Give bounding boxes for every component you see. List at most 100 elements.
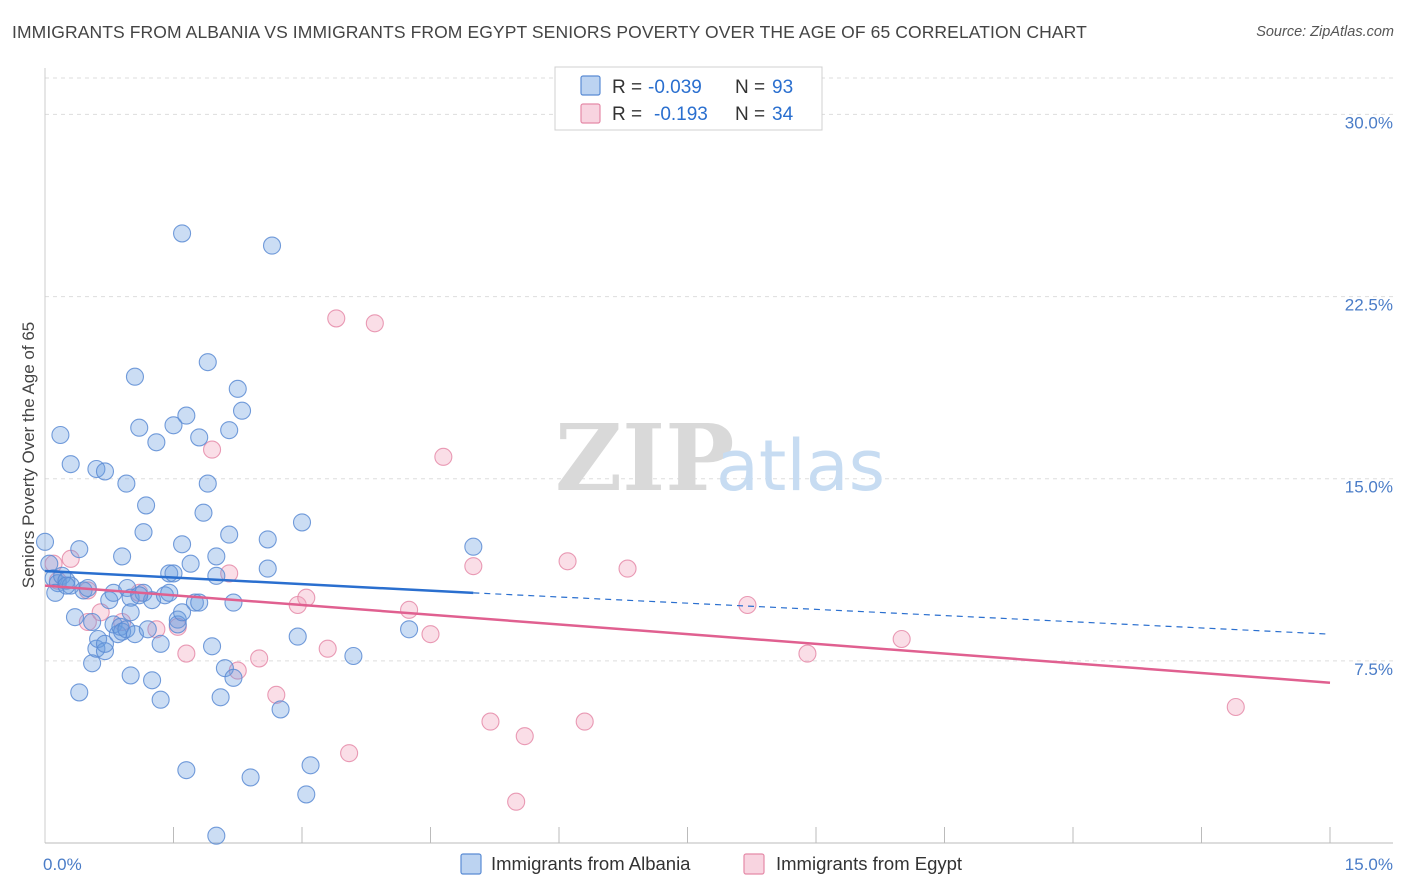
egypt-point-15 <box>267 685 286 704</box>
albania-point-20 <box>95 642 115 661</box>
albania-point-47 <box>151 634 170 653</box>
albania-point-34 <box>121 603 140 622</box>
albania-point-9 <box>61 455 80 474</box>
albania-point-78 <box>241 768 260 787</box>
albania-point-30 <box>117 620 136 639</box>
albania-point-25 <box>104 583 123 602</box>
egypt-point-18 <box>318 639 337 658</box>
series-legend-swatch-albania <box>460 853 482 875</box>
axes <box>44 68 1393 844</box>
egypt-point-25 <box>464 557 483 576</box>
egypt-point-26 <box>481 712 500 731</box>
albania-point-10 <box>65 608 85 627</box>
egypt-trend-line <box>44 584 1331 684</box>
albania-point-86 <box>301 756 320 775</box>
egypt-point-21 <box>365 314 384 333</box>
albania-point-87 <box>344 646 363 666</box>
albania-point-66 <box>203 637 222 656</box>
albania-point-82 <box>271 700 290 719</box>
albania-point-38 <box>130 418 149 437</box>
legend-n-value-albania: 93 <box>772 77 793 98</box>
albania-point-32 <box>117 474 136 493</box>
albania-point-57 <box>177 406 196 425</box>
egypt-point-32 <box>738 595 757 615</box>
legend-n-value-egypt: 34 <box>772 104 794 125</box>
trend-lines <box>44 569 1331 684</box>
albania-point-54 <box>173 603 192 622</box>
egypt-point-19 <box>327 309 346 328</box>
y-tick-labels: 7.5% 15.0% 22.5% 30.0% <box>1345 113 1393 678</box>
y-tick-label-1: 15.0% <box>1345 478 1393 497</box>
legend-r-value-albania: -0.039 <box>648 77 702 98</box>
egypt-point-30 <box>575 712 594 731</box>
albania-point-89 <box>464 537 483 556</box>
egypt-point-34 <box>892 629 911 649</box>
albania-point-77 <box>232 401 252 420</box>
egypt-point-31 <box>618 559 637 578</box>
albania-point-51 <box>164 416 183 435</box>
albania-point-46 <box>151 690 170 709</box>
albania-point-88 <box>400 620 419 639</box>
x-tick-labels: 0.0% 15.0% <box>43 855 1393 874</box>
albania-point-65 <box>198 353 217 372</box>
albania-point-50 <box>164 564 183 583</box>
gridlines <box>45 77 1393 662</box>
chart-source: Source: ZipAtlas.com <box>1256 24 1394 40</box>
egypt-point-10 <box>177 644 196 663</box>
albania-point-8 <box>51 425 70 445</box>
egypt-point-33 <box>798 644 817 663</box>
egypt-point-27 <box>507 792 526 811</box>
albania-point-0 <box>35 532 55 551</box>
egypt-point-29 <box>558 552 577 571</box>
albania-point-21 <box>95 634 115 653</box>
albania-point-68 <box>207 547 226 566</box>
albania-point-22 <box>95 462 115 481</box>
egypt-point-28 <box>515 727 534 746</box>
albania-point-45 <box>147 433 166 452</box>
albania-point-92 <box>130 586 149 605</box>
watermark: ZIP atlas <box>555 404 885 512</box>
albania-point-40 <box>134 523 153 542</box>
legend-swatch-egypt <box>580 103 601 124</box>
x-tick-label-0: 0.0% <box>43 855 82 874</box>
chart-title: IMMIGRANTS FROM ALBANIA VS IMMIGRANTS FR… <box>12 22 1087 42</box>
albania-point-53 <box>168 615 187 634</box>
albania-point-56 <box>173 224 192 243</box>
albania-point-58 <box>181 554 200 573</box>
correlation-legend: R = -0.039 N = 93 R = -0.193 N = 34 <box>554 66 823 131</box>
albania-trend-line <box>44 569 474 595</box>
albania-point-62 <box>190 428 209 447</box>
y-tick-label-0: 7.5% <box>1354 660 1393 679</box>
albania-point-72 <box>220 421 239 440</box>
albania-point-75 <box>224 593 243 612</box>
legend-r-label-egypt: R = <box>612 104 642 125</box>
series-legend-label-albania: Immigrants from Albania <box>491 853 691 874</box>
albania-point-67 <box>207 826 226 845</box>
albania-points <box>35 224 483 845</box>
egypt-point-24 <box>434 447 453 466</box>
albania-point-35 <box>125 367 144 386</box>
albania-point-41 <box>137 496 156 515</box>
series-legend-swatch-egypt <box>743 853 765 875</box>
egypt-point-23 <box>421 625 440 644</box>
albania-point-7 <box>46 583 65 602</box>
albania-point-28 <box>113 547 132 566</box>
egypt-point-35 <box>1226 697 1245 717</box>
albania-point-90 <box>160 583 179 602</box>
series-legend-label-egypt: Immigrants from Egypt <box>776 853 962 874</box>
egypt-point-20 <box>340 744 359 763</box>
x-tick-label-1: 15.0% <box>1345 855 1393 874</box>
albania-point-80 <box>258 530 277 549</box>
albania-point-79 <box>258 559 277 578</box>
albania-point-16 <box>83 654 102 673</box>
albania-point-85 <box>297 785 316 804</box>
legend-swatch-albania <box>580 75 601 96</box>
albania-point-12 <box>70 540 89 559</box>
albania-point-76 <box>228 379 247 398</box>
y-tick-label-3: 30.0% <box>1345 113 1393 132</box>
albania-point-84 <box>292 513 312 532</box>
y-tick-label-2: 22.5% <box>1345 296 1393 315</box>
albania-point-59 <box>177 761 196 780</box>
albania-point-36 <box>121 666 140 685</box>
